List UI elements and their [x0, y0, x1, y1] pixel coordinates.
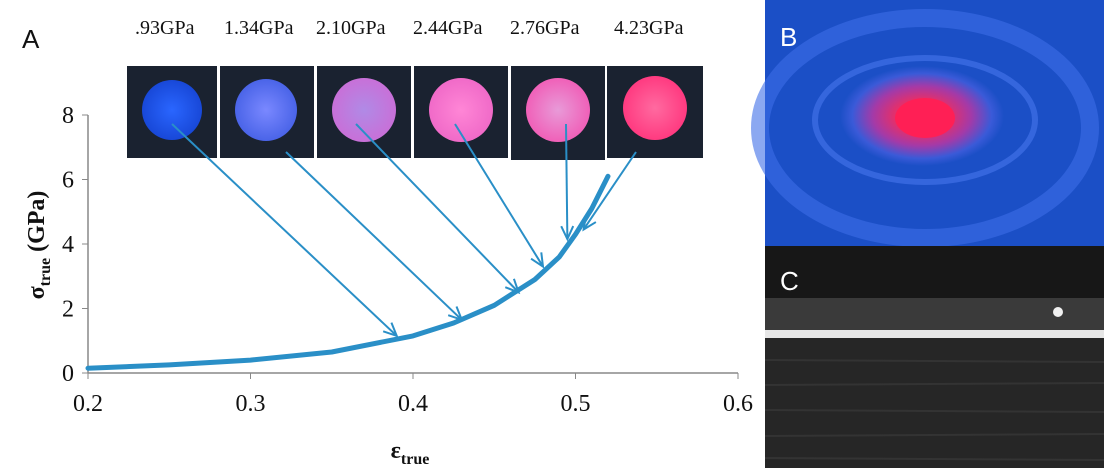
pressure-label-3: 2.10GPa [316, 17, 386, 39]
y-tick-labels: 0 2 4 6 8 [62, 103, 88, 387]
pressure-label-1: .93GPa [135, 17, 195, 39]
x-axis-title-sub: true [401, 451, 429, 468]
panel-a-label: A [22, 24, 40, 54]
y-tick-label: 0 [62, 361, 74, 387]
x-tick-label: 0.6 [723, 391, 753, 417]
pressure-arrows [171, 123, 637, 338]
pressure-arrowhead-3 [504, 278, 521, 295]
panel-b-label: B [780, 22, 797, 52]
panel-c-bright-line [765, 330, 1104, 338]
panel-c-particle [1053, 307, 1063, 317]
panel-b-ring-inner [812, 55, 1038, 185]
pressure-arrowhead-5 [560, 225, 575, 242]
x-tick-label: 0.2 [73, 391, 103, 417]
sample-photo-1 [127, 66, 217, 158]
y-axis-title: σtrue (GPa) [24, 191, 54, 300]
pressure-arrowhead-4 [530, 252, 545, 269]
x-tick-label: 0.5 [561, 391, 591, 417]
pressure-label-4: 2.44GPa [413, 17, 483, 39]
pressure-arrowhead-2 [447, 306, 464, 322]
sample-photo-6 [607, 66, 703, 158]
pressure-label-5: 2.76GPa [510, 17, 580, 39]
y-tick-label: 4 [62, 232, 74, 258]
sample-photo-4 [414, 66, 508, 158]
sample-photo-2 [220, 66, 314, 158]
pressure-arrowhead-6 [582, 215, 597, 232]
pressure-arrowhead-1 [382, 322, 399, 338]
y-axis-title-main: σ [24, 286, 50, 299]
pressure-arrow-1 [171, 123, 398, 337]
sample-photo-5 [511, 66, 605, 160]
pressure-labels: .93GPa 1.34GPa 2.10GPa 2.44GPa 2.76GPa 4… [135, 17, 684, 39]
panel-c: C [764, 246, 1104, 468]
x-tick-label: 0.3 [236, 391, 266, 417]
panel-c-striations [764, 359, 1104, 461]
sample-photos [127, 66, 703, 160]
panel-c-lower-layer [765, 338, 1104, 468]
x-tick-label: 0.4 [398, 391, 428, 417]
pressure-arrow-6 [582, 151, 637, 231]
x-axis-title-main: ε [391, 438, 401, 464]
pressure-arrow-4 [454, 123, 544, 268]
panel-c-label: C [780, 266, 799, 296]
pressure-arrow-3 [355, 123, 520, 294]
y-axis-title-unit: (GPa) [24, 191, 50, 258]
sample-photo-3 [317, 66, 411, 158]
panel-b-ring-outer [751, 9, 1099, 247]
pressure-arrow-2 [285, 151, 463, 321]
y-tick-label: 8 [62, 103, 74, 129]
panel-c-upper-layer [765, 298, 1104, 332]
y-tick-label: 6 [62, 168, 74, 194]
y-axis-title-sub: true [37, 258, 54, 286]
panel-b-spot-core [895, 98, 955, 138]
y-tick-label: 2 [62, 297, 74, 323]
pressure-label-2: 1.34GPa [224, 17, 294, 39]
x-axis-title: εtrue [391, 438, 430, 468]
x-tick-labels: 0.2 0.3 0.4 0.5 0.6 [73, 373, 753, 417]
pressure-arrow-5 [565, 123, 569, 240]
stress-strain-curve [85, 173, 611, 371]
panel-b: B [751, 0, 1104, 247]
pressure-label-6: 4.23GPa [614, 17, 684, 39]
